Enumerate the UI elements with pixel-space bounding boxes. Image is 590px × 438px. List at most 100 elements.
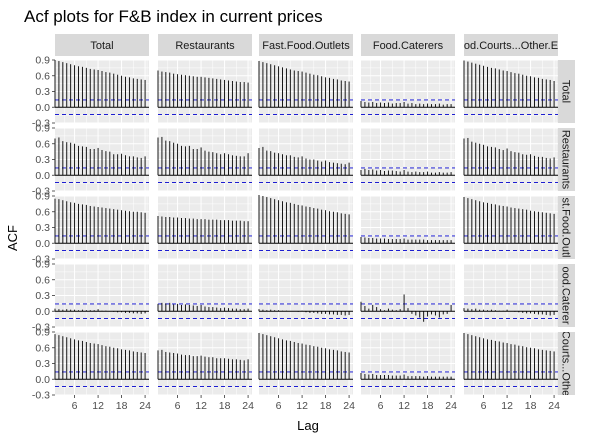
acf-panel-4-1 xyxy=(54,263,149,328)
row-strip-label: ood.Caterer xyxy=(560,266,572,324)
y-tick-label: 0.3 xyxy=(35,358,50,370)
y-tick-label: 0.9 xyxy=(35,55,50,67)
x-tick-label: 6 xyxy=(276,400,282,412)
y-tick-label: 0.3 xyxy=(35,86,50,98)
y-tick-label: -0.3 xyxy=(32,254,50,266)
x-tick-label: 12 xyxy=(195,400,207,412)
x-tick-label: 6 xyxy=(481,400,487,412)
acf-panel-3-2 xyxy=(157,195,252,260)
strip-background xyxy=(558,264,575,327)
x-tick-label: 12 xyxy=(296,400,308,412)
acf-panel-1-2 xyxy=(157,59,252,124)
y-tick-label: 0.9 xyxy=(35,259,50,271)
y-tick-label: 0.9 xyxy=(35,191,50,203)
panels-layer xyxy=(54,59,558,396)
x-tick-label: 18 xyxy=(320,400,332,412)
y-tick-label: 0.6 xyxy=(35,274,50,286)
column-strip-label: Fast.Food.Outlets xyxy=(262,40,350,52)
y-tick-label: 0.0 xyxy=(35,102,50,114)
row-strip-label: Total xyxy=(560,80,572,103)
acf-panel-1-1 xyxy=(54,59,149,124)
y-axis-title: ACF xyxy=(5,225,20,251)
y-tick-label: 0.6 xyxy=(35,206,50,218)
acf-panel-4-4 xyxy=(360,263,455,328)
y-tick-label: 0.3 xyxy=(35,154,50,166)
column-strip-3: Fast.Food.Outlets xyxy=(259,34,353,56)
strip-background xyxy=(259,34,353,56)
strip-background xyxy=(558,332,575,395)
y-tick-label: 0.0 xyxy=(35,238,50,250)
acf-panel-4-5 xyxy=(463,263,558,328)
row-strip-5: Courts...Othe xyxy=(558,331,575,396)
x-tick-label: 18 xyxy=(525,400,537,412)
acf-panel-5-3 xyxy=(258,331,353,396)
row-strip-3: st.Food.Outl xyxy=(558,196,575,259)
acf-panel-5-1 xyxy=(54,331,149,396)
strip-background xyxy=(158,34,252,56)
row-strip-label: st.Food.Outl xyxy=(560,198,572,258)
y-tick-label: 0.0 xyxy=(35,306,50,318)
row-strip-2: Restaurants xyxy=(558,128,575,191)
acf-panel-1-5 xyxy=(463,59,558,124)
x-tick-label: 24 xyxy=(548,400,560,412)
x-tick-label: 24 xyxy=(242,400,254,412)
acf-panel-3-4 xyxy=(360,195,455,260)
acf-panel-3-5 xyxy=(463,195,558,260)
x-tick-label: 18 xyxy=(219,400,231,412)
row-strip-label: Restaurants xyxy=(560,130,572,190)
y-tick-label: -0.3 xyxy=(32,118,50,130)
strips-layer: Total Restaurants Fast.Food.Outlets Food.Ca… xyxy=(55,34,575,396)
x-tick-label: 24 xyxy=(343,400,355,412)
x-tick-label: 6 xyxy=(72,400,78,412)
strip-background xyxy=(558,60,575,123)
x-tick-label: 12 xyxy=(398,400,410,412)
y-tick-label: 0.6 xyxy=(35,342,50,354)
acf-panel-4-2 xyxy=(157,263,252,328)
y-tick-label: -0.3 xyxy=(32,186,50,198)
acf-panel-3-3 xyxy=(258,194,353,260)
acf-panel-2-4 xyxy=(360,127,455,192)
strip-background xyxy=(464,34,558,56)
column-strip-label: Restaurants xyxy=(175,40,235,52)
x-tick-label: 12 xyxy=(501,400,513,412)
column-strip-2: Restaurants xyxy=(158,34,252,56)
y-tick-label: 0.0 xyxy=(35,170,50,182)
y-tick-label: 0.3 xyxy=(35,222,50,234)
acf-panel-1-3 xyxy=(258,59,353,124)
column-strip-5: od.Courts...Other.E xyxy=(464,34,558,56)
axes-layer: -0.30.00.30.60.9-0.30.00.30.60.9-0.30.00… xyxy=(32,55,560,413)
x-tick-label: 24 xyxy=(139,400,151,412)
chart-title: Acf plots for F&B index in current price… xyxy=(24,7,323,26)
acf-panel-2-1 xyxy=(54,127,149,192)
y-tick-label: 0.9 xyxy=(35,123,50,135)
column-strip-4: Food.Caterers xyxy=(361,34,455,56)
acf-panel-3-1 xyxy=(54,195,149,260)
acf-panel-5-5 xyxy=(463,331,558,396)
x-tick-label: 24 xyxy=(445,400,457,412)
strip-background xyxy=(361,34,455,56)
row-strip-1: Total xyxy=(558,60,575,123)
column-strip-label: Food.Caterers xyxy=(373,40,444,52)
acf-panel-2-2 xyxy=(157,127,252,192)
acf-panel-2-3 xyxy=(258,127,353,192)
x-tick-label: 18 xyxy=(422,400,434,412)
y-tick-label: 0.6 xyxy=(35,138,50,150)
column-strip-1: Total xyxy=(55,34,149,56)
x-tick-label: 6 xyxy=(378,400,384,412)
column-strip-label: od.Courts...Other.E xyxy=(464,40,558,52)
y-tick-label: 0.0 xyxy=(35,374,50,386)
strip-background xyxy=(558,128,575,191)
row-strip-4: ood.Caterer xyxy=(558,264,575,327)
y-tick-label: -0.3 xyxy=(32,390,50,402)
x-tick-label: 12 xyxy=(92,400,104,412)
row-strip-label: Courts...Othe xyxy=(560,331,572,396)
y-tick-label: -0.3 xyxy=(32,322,50,334)
x-tick-label: 18 xyxy=(116,400,128,412)
acf-panel-5-2 xyxy=(157,331,252,396)
x-tick-label: 6 xyxy=(175,400,181,412)
strip-background xyxy=(55,34,149,56)
acf-panel-2-5 xyxy=(463,127,558,192)
acf-panel-4-3 xyxy=(258,263,353,328)
y-tick-label: 0.6 xyxy=(35,70,50,82)
